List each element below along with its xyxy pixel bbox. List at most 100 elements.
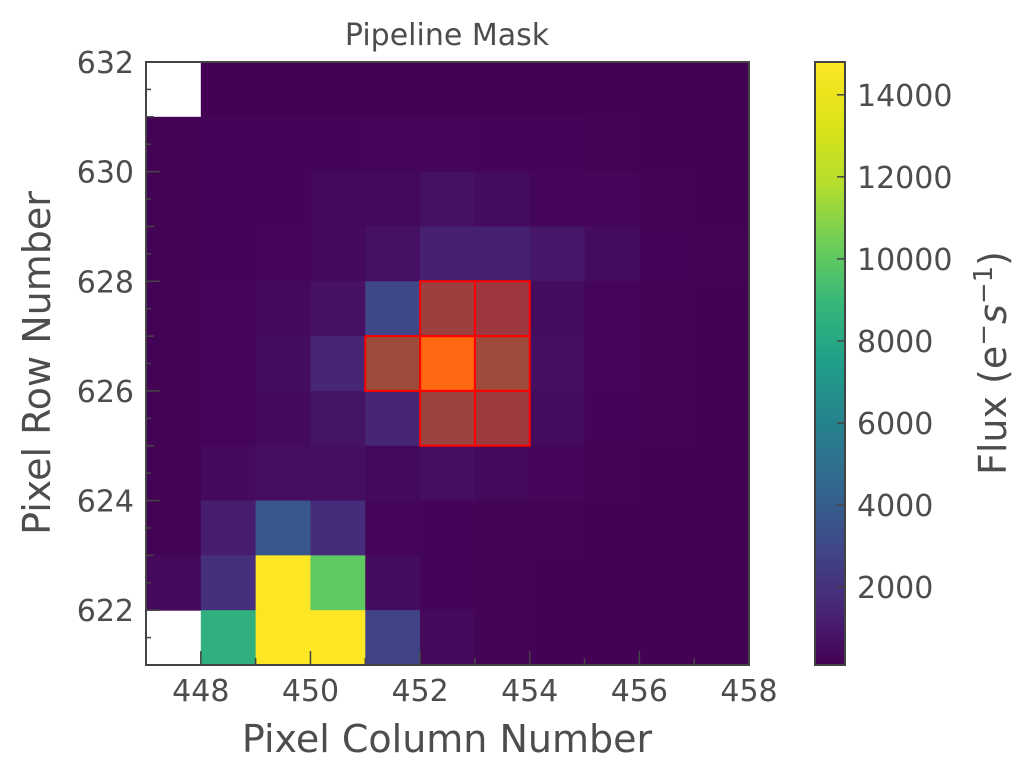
heatmap-cell [310, 336, 366, 392]
mask-pixel [419, 280, 476, 338]
heatmap-cell [474, 610, 531, 666]
heatmap-cell [474, 116, 531, 173]
mask-pixel [473, 280, 531, 338]
heatmap-cell [584, 171, 640, 227]
heatmap-cell [255, 500, 311, 556]
heatmap-cell [694, 226, 750, 282]
heatmap-cell [420, 62, 476, 118]
heatmap-cell [584, 336, 640, 392]
heatmap-cell [255, 62, 311, 118]
heatmap-cell [474, 445, 531, 502]
heatmap-cell [584, 226, 640, 282]
heatmap-cell [529, 555, 586, 611]
heatmap-cell [146, 171, 202, 227]
heatmap-cell [639, 500, 695, 556]
heatmap-cell [255, 610, 311, 666]
heatmap-cell [200, 500, 257, 556]
heatmap-cell [310, 390, 366, 447]
x-tick-label: 448 [172, 674, 229, 709]
heatmap-cell [255, 555, 311, 611]
heatmap-cell [639, 610, 695, 666]
heatmap-cell [694, 555, 750, 611]
heatmap-cell [310, 500, 366, 556]
colorbar-tick-label: 6000 [857, 407, 933, 442]
heatmap-cell [694, 336, 750, 392]
heatmap-cell [365, 226, 421, 282]
y-tick-label: 632 [77, 46, 134, 81]
colorbar-tick-label: 2000 [857, 571, 933, 606]
heatmap-cell [310, 555, 366, 611]
heatmap-cell [310, 445, 366, 502]
heatmap-cell [365, 390, 421, 447]
heatmap-cell [420, 500, 476, 556]
heatmap-cell [310, 610, 366, 666]
heatmap-cell [365, 610, 421, 666]
y-tick-label: 624 [77, 485, 134, 520]
heatmap-cell [694, 62, 750, 118]
heatmap-cell [255, 390, 311, 447]
heatmap-cell [584, 116, 640, 173]
heatmap-cell [639, 281, 695, 337]
y-tick-label: 628 [77, 265, 134, 300]
heatmap-cell [474, 555, 531, 611]
heatmap-cell [694, 445, 750, 502]
colorbar-tick-label: 8000 [857, 325, 933, 360]
heatmap-cell [255, 445, 311, 502]
heatmap-cell [365, 555, 421, 611]
heatmap-cell [365, 500, 421, 556]
heatmap-cell [255, 336, 311, 392]
heatmap-cell [146, 116, 202, 173]
heatmap-cell [474, 226, 531, 282]
heatmap-cell [474, 171, 531, 227]
colorbar-axis: 2000 4000 6000 8000 10000 12000 14000 [837, 79, 952, 606]
heatmap-cell [639, 390, 695, 447]
heatmap-cell [365, 171, 421, 227]
heatmap-cell [146, 281, 202, 337]
heatmap-cell [639, 226, 695, 282]
heatmap-cell [529, 610, 586, 666]
heatmap-cell [255, 116, 311, 173]
y-tick-label: 626 [77, 375, 134, 410]
heatmap-cell [365, 445, 421, 502]
mask-pixel [364, 335, 422, 392]
x-tick-label: 452 [391, 674, 448, 709]
heatmap-cell [200, 555, 257, 611]
heatmap-cell [694, 610, 750, 666]
heatmap-cell [584, 281, 640, 337]
heatmap-cell [639, 62, 695, 118]
heatmap-cell [365, 116, 421, 173]
mask-pixel [473, 389, 531, 447]
pipeline-mask-overlay [364, 280, 531, 447]
x-tick-label: 454 [501, 674, 558, 709]
heatmap-cell [639, 116, 695, 173]
heatmap-cell [200, 171, 257, 227]
heatmap-cell [529, 500, 586, 556]
y-axis-label: Pixel Row Number [15, 191, 59, 535]
heatmap-cell [639, 555, 695, 611]
mask-pixel [473, 335, 531, 392]
heatmap-cell [529, 336, 586, 392]
x-axis-label: Pixel Column Number [242, 717, 653, 761]
heatmap-cell [200, 390, 257, 447]
y-tick-label: 622 [77, 594, 134, 629]
colorbar-label: Flux (e−s−1) [969, 251, 1015, 475]
heatmap-cell [255, 281, 311, 337]
heatmap-cell [584, 62, 640, 118]
x-axis: 448 450 452 454 456 458 [145, 651, 778, 709]
heatmap-cell [310, 281, 366, 337]
heatmap-cell [310, 62, 366, 118]
heatmap-cell [529, 171, 586, 227]
heatmap-cell [584, 610, 640, 666]
heatmap-cell [694, 116, 750, 173]
heatmap-cell [584, 500, 640, 556]
heatmap-cell [255, 226, 311, 282]
y-axis: 622 624 626 628 630 632 [77, 46, 160, 666]
colorbar [814, 61, 846, 666]
heatmap-cell [474, 500, 531, 556]
heatmap-cell [529, 226, 586, 282]
x-tick-label: 450 [282, 674, 339, 709]
heatmap-cell [200, 610, 257, 666]
heatmap-cell [639, 445, 695, 502]
heatmap-cell [146, 445, 202, 502]
